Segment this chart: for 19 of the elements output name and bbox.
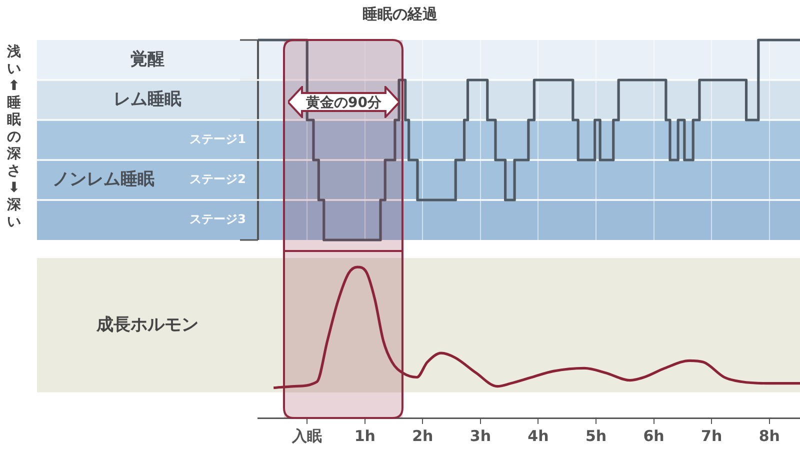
x-tick-label: 入眠 (291, 426, 322, 445)
x-tick-label: 5h (585, 426, 607, 445)
band-label: 覚醒 (130, 49, 164, 70)
x-tick-label: 7h (701, 426, 722, 445)
x-tick-label: 1h (354, 426, 376, 445)
band-label: ステージ3 (190, 212, 246, 226)
band-label: ステージ2 (190, 172, 246, 186)
text: ノンレム睡眠 (52, 169, 154, 190)
x-tick-label: 6h (643, 426, 664, 445)
x-tick-label: 3h (470, 426, 492, 445)
band-label: レム睡眠 (114, 89, 182, 110)
x-tick-label: 2h (412, 426, 434, 445)
band-label: 黄金の90分 (304, 95, 382, 111)
x-tick-label: 4h (528, 426, 549, 445)
x-tick-label: 8h (758, 426, 780, 445)
chart-title: 睡眠の経過 (362, 4, 438, 23)
text: 浅い⬆睡眠の深さ⬇深い (7, 44, 21, 230)
y-axis-title: 成長ホルモン (96, 314, 198, 335)
band-label: ステージ1 (190, 132, 246, 146)
